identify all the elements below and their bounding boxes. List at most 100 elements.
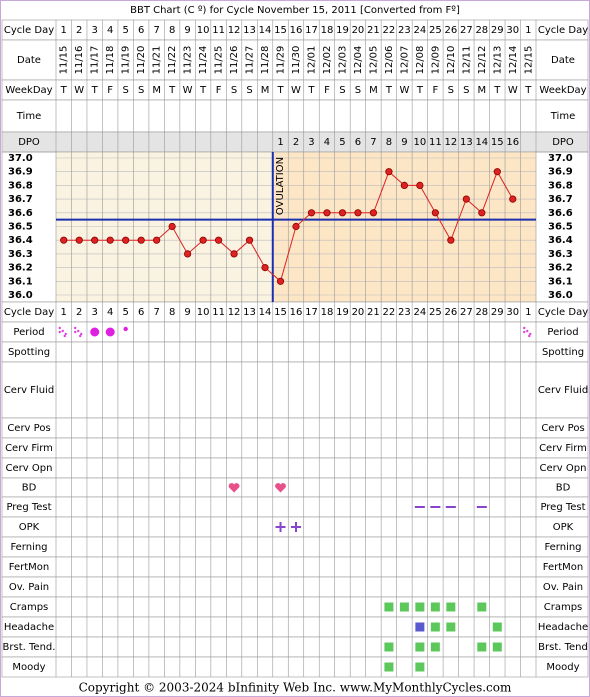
row-label: Headache [538,622,588,633]
weekday: T [168,85,176,96]
row-bg [1,477,589,498]
row-label: OPK [19,522,40,533]
opk-mark [291,522,301,532]
row-label: Headache [4,622,54,633]
cycle-day: 13 [243,25,256,36]
row-label: Time [16,111,41,122]
cycle-day: 5 [122,25,128,36]
dot [63,334,66,338]
symptom-mark [492,622,502,632]
row-bg [1,457,589,479]
y-tick-label: 36.2 [548,263,573,274]
date: 12/11 [461,46,472,75]
row-label: FertMon [9,562,49,573]
row-label: Brst. Tend. [3,642,56,653]
temp-point [323,209,331,217]
symptom-mark [446,622,456,632]
dpo: 5 [339,137,345,148]
cycle-day: 16 [290,307,303,318]
y-tick-label: 36.7 [548,194,573,205]
dpo: 11 [429,137,442,148]
cycle-day: 22 [383,307,396,318]
dpo: 7 [370,137,376,148]
y-tick-label: 36.9 [548,167,573,178]
cycle-day: 20 [352,25,365,36]
dot [529,332,532,336]
y-tick-label: 36.8 [548,180,573,191]
row-bg [1,99,589,133]
row-label: Spotting [8,347,50,358]
row-label: DPO [18,137,40,148]
date: 11/18 [105,46,116,75]
period-mark [105,327,115,337]
date: 11/16 [74,46,85,75]
temp-point [122,236,130,244]
temp-point [462,195,470,203]
dpo: 10 [414,137,427,148]
post-ovulation-bg [272,152,536,302]
date: 12/01 [306,46,317,75]
weekday: T [276,85,284,96]
cycle-day: 29 [491,307,504,318]
row-label: Date [17,55,41,66]
symptom-mark [430,622,440,632]
period-mark [58,326,67,338]
row-bg [1,656,589,678]
y-tick-label: 36.2 [8,263,33,274]
date: 11/21 [152,46,163,75]
cycle-day: 7 [153,307,159,318]
cycle-day: 23 [398,25,411,36]
cycle-day: 3 [92,307,98,318]
symptom-mark [415,602,425,612]
row-bg [1,39,589,81]
cycle-day: 22 [383,25,396,36]
row-label: Period [13,327,44,338]
date: 12/15 [523,46,534,75]
dot [523,330,526,334]
date: 11/15 [59,46,70,75]
cycle-day: 7 [153,25,159,36]
weekday: T [199,85,207,96]
cycle-day: 26 [444,25,457,36]
cycle-day: 25 [429,307,442,318]
row-label: WeekDay [539,85,586,96]
row-bg [1,417,589,439]
symptom-mark [430,642,440,652]
cycle-day: 26 [444,307,457,318]
ovulation-label: OVULATION [275,157,286,215]
row-bg [1,437,589,459]
weekday: M [261,85,270,96]
date: 12/14 [508,46,519,75]
dpo: 12 [444,137,457,148]
dpo: 13 [460,137,473,148]
row-bg [1,496,589,518]
row-label: Preg Test [540,502,585,513]
y-tick-label: 37.0 [8,153,33,164]
cycle-day: 29 [491,25,504,36]
y-tick-label: 36.1 [548,276,573,287]
cycle-day: 8 [169,25,175,36]
weekday: T [524,85,532,96]
cycle-day: 27 [460,307,473,318]
cycle-day: 14 [259,307,272,318]
weekday: T [385,85,393,96]
dpo: 1 [277,137,283,148]
dpo: 15 [491,137,504,148]
period-mark [74,326,83,338]
date: 12/03 [337,46,348,75]
cycle-day: 4 [107,307,113,318]
row-label: Cerv Firm [5,443,53,454]
cycle-day: 10 [197,25,210,36]
temp-point [369,209,378,217]
cycle-day: 9 [184,25,190,36]
cycle-day: 9 [184,307,190,318]
weekday: S [448,85,454,96]
date: 12/09 [430,46,441,75]
cycle-day: 27 [460,25,473,36]
cycle-day: 19 [336,307,349,318]
cycle-day: 1 [61,25,67,36]
cycle-day: 1 [61,307,67,318]
y-tick-label: 36.4 [8,235,33,246]
chart-title: BBT Chart (C º) for Cycle November 15, 2… [130,5,460,16]
y-tick-label: 37.0 [548,153,573,164]
